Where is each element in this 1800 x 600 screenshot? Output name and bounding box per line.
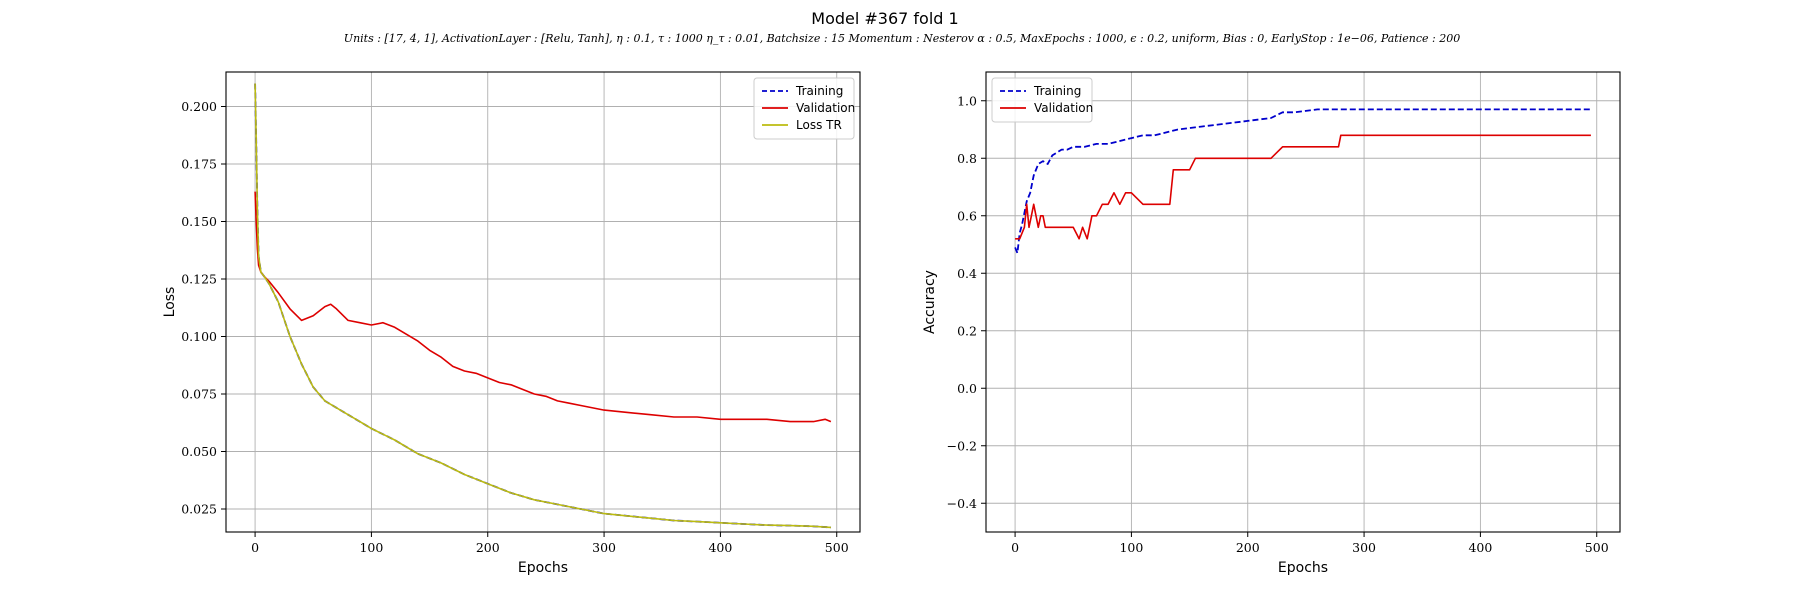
x-tick-label: 300 (592, 540, 616, 555)
series-line-validation (1015, 134, 1591, 240)
x-tick-label: 200 (476, 540, 500, 555)
legend-box (991, 77, 1093, 123)
y-tick-label: 0.200 (181, 99, 217, 114)
y-tick-label: 0.100 (181, 329, 217, 344)
x-tick-label: 500 (825, 540, 849, 555)
y-tick-label: 1.0 (957, 93, 977, 108)
series-line-training (1014, 108, 1591, 255)
accuracy-chart: 0 100 200 300 400 500 −0.4 −0.2 0.0 0.2 0.4 0.6 0.8 1… (922, 71, 1621, 576)
x-axis-label: Epochs (518, 560, 568, 576)
y-tick-label: 0.8 (957, 151, 977, 166)
figure-title: Model #367 fold 1 (811, 9, 958, 28)
y-axis-label: Accuracy (922, 270, 938, 334)
y-tick-label: 0.050 (181, 444, 217, 459)
y-tick-label: 0.0 (957, 381, 977, 396)
x-tick-label: 0 (251, 540, 259, 555)
x-tick-label: 100 (1119, 540, 1143, 555)
legend-box (753, 77, 855, 140)
y-tick-label: −0.4 (947, 496, 977, 511)
x-tick-label: 400 (708, 540, 732, 555)
plot-frame (985, 71, 1621, 533)
x-axis-label: Epochs (1278, 560, 1328, 576)
y-tick-label: 0.6 (957, 208, 977, 223)
loss-chart: 0 100 200 300 400 500 0.025 0.050 0.075 0.100 0.12… (162, 71, 861, 576)
x-tick-label: 300 (1352, 540, 1376, 555)
legend-label: Training (1033, 84, 1081, 98)
y-tick-label: 0.150 (181, 214, 217, 229)
y-tick-label: 0.125 (181, 272, 217, 287)
legend-label: Validation (1034, 101, 1093, 115)
x-tick-label: 0 (1011, 540, 1019, 555)
y-tick-label: −0.2 (947, 438, 977, 453)
legend-label: Validation (796, 101, 855, 115)
y-tick-label: 0.4 (957, 266, 977, 281)
x-tick-label: 200 (1236, 540, 1260, 555)
y-tick-label: 0.2 (957, 323, 977, 338)
series-line-training (254, 83, 831, 529)
legend-label: Training (795, 84, 843, 98)
y-tick-label: 0.075 (181, 387, 217, 402)
y-axis-label: Loss (162, 287, 178, 318)
y-tick-label: 0.025 (181, 502, 217, 517)
figure-subtitle: Units : [17, 4, 1], ActivationLayer : [R… (344, 32, 1460, 45)
plot-frame (225, 71, 861, 533)
y-tick-label: 0.175 (181, 157, 217, 172)
series-line-validation (254, 191, 832, 423)
x-tick-label: 400 (1468, 540, 1492, 555)
x-tick-label: 500 (1585, 540, 1609, 555)
x-tick-label: 100 (359, 540, 383, 555)
legend-label: Loss TR (796, 118, 842, 132)
series-line-loss-tr (254, 83, 831, 529)
